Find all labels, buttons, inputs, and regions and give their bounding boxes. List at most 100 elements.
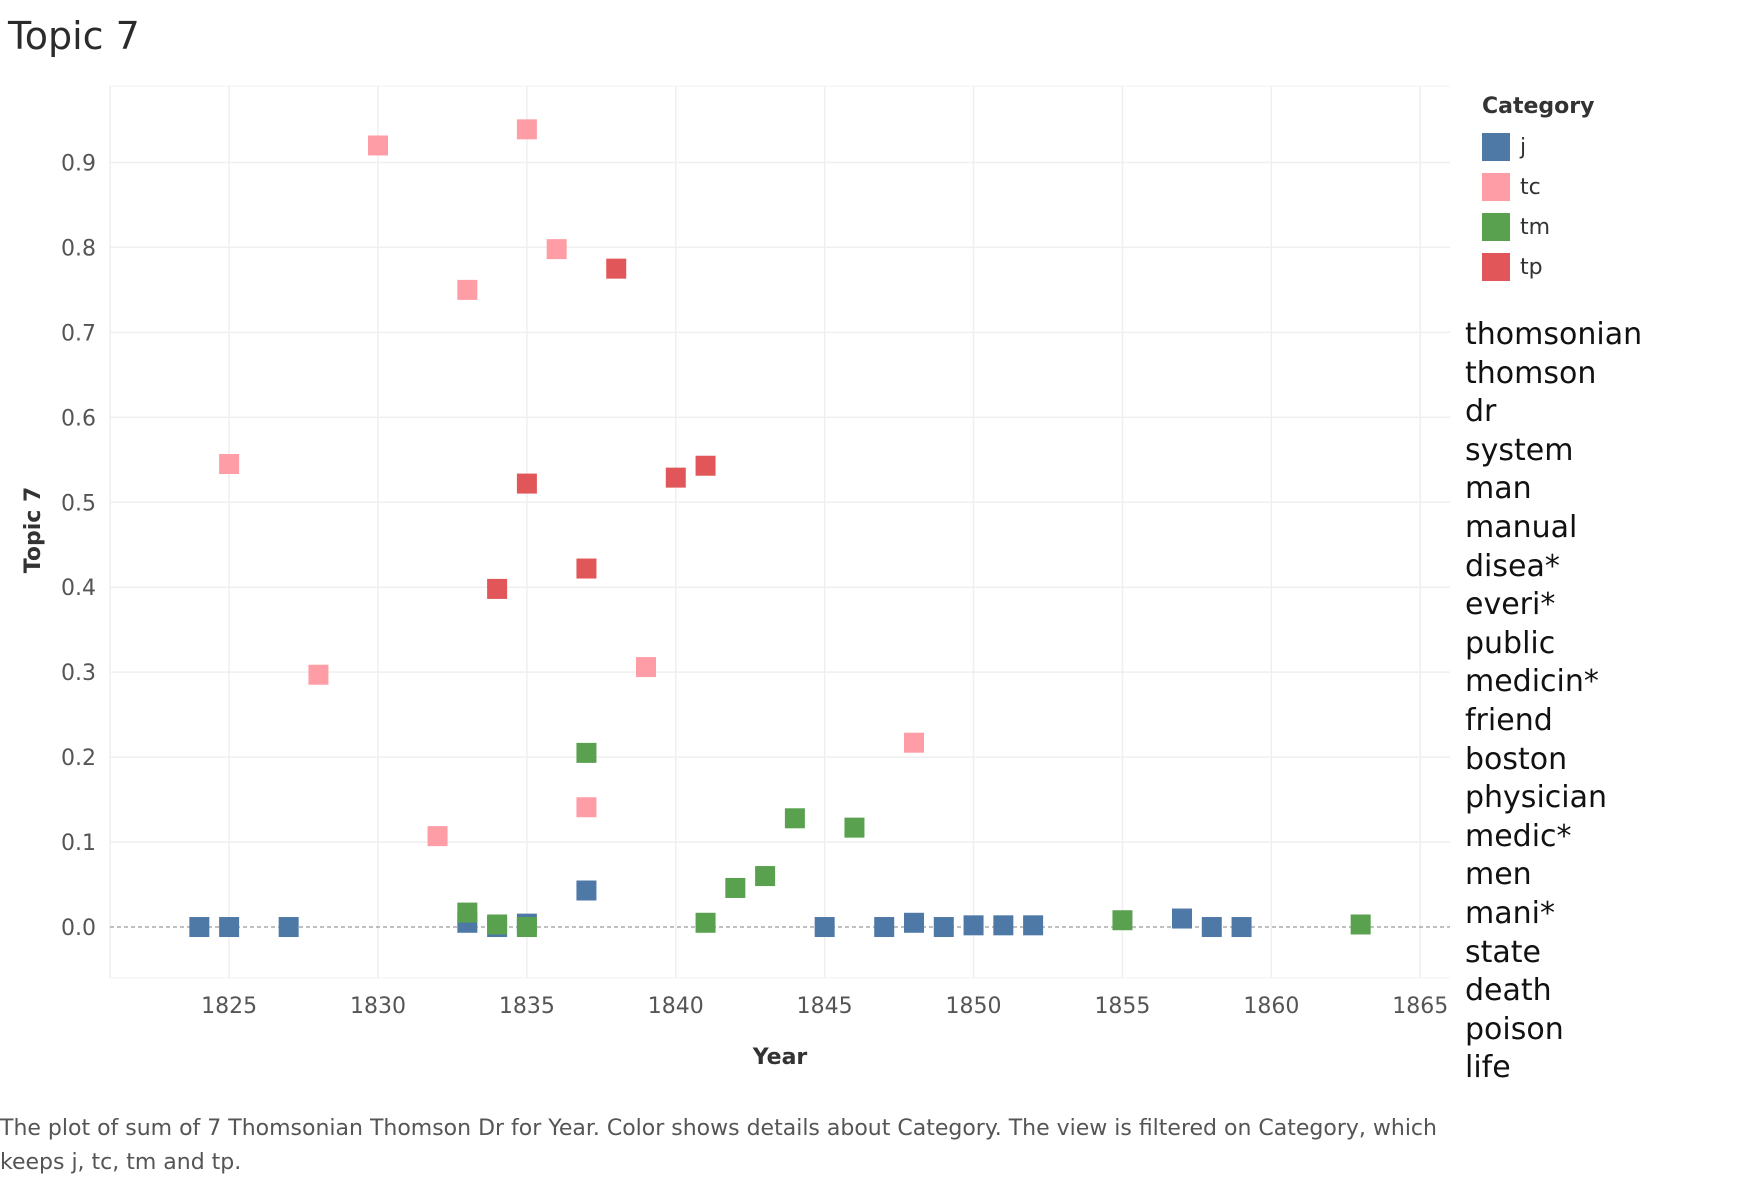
data-point-tm[interactable] [695, 912, 716, 933]
legend-label: tc [1520, 174, 1541, 200]
data-point-j[interactable] [1201, 917, 1222, 938]
topic-word: man [1465, 471, 1532, 507]
topic-word: system [1465, 432, 1574, 468]
data-point-tm[interactable] [1350, 914, 1371, 935]
data-point-tm[interactable] [516, 917, 537, 938]
data-point-j[interactable] [1023, 915, 1044, 936]
legend-swatch [1482, 213, 1510, 241]
legend-swatch [1482, 253, 1510, 281]
y-tick-label: 0.3 [61, 661, 96, 686]
grid-lines [109, 85, 1450, 979]
x-tick-label: 1865 [1392, 994, 1448, 1019]
data-point-j[interactable] [963, 915, 984, 936]
data-point-j[interactable] [904, 912, 924, 933]
topic-word: boston [1465, 741, 1568, 777]
legend-items: j tc tm tp [1482, 127, 1594, 287]
data-point-j[interactable] [219, 917, 240, 938]
y-tick-label: 0.0 [61, 916, 96, 941]
data-point-tm[interactable] [1112, 910, 1133, 931]
data-point-j[interactable] [1231, 917, 1252, 938]
x-tick-label: 1845 [797, 994, 853, 1019]
data-point-tc[interactable] [576, 797, 597, 818]
x-tick-label: 1855 [1094, 994, 1150, 1019]
data-point-tp[interactable] [576, 558, 597, 579]
data-point-tp[interactable] [665, 467, 686, 488]
legend-title: Category [1482, 94, 1595, 119]
data-point-tp[interactable] [606, 258, 627, 279]
legend-item-tm[interactable]: tm [1482, 207, 1594, 247]
topic-word: medic* [1465, 818, 1572, 854]
topic-word: thomsonian [1465, 317, 1643, 352]
data-point-j[interactable] [278, 917, 299, 938]
topic-word: state [1465, 934, 1541, 970]
data-point-j[interactable] [993, 915, 1014, 936]
legend-label: j [1520, 134, 1527, 160]
y-tick-label: 0.1 [61, 831, 96, 856]
x-tick-label: 1835 [499, 994, 555, 1019]
data-point-tm[interactable] [844, 817, 865, 838]
data-point-tp[interactable] [487, 578, 508, 599]
y-tick-label: 0.2 [61, 746, 96, 771]
axes: 1825 1830 1835 1840 1845 1850 1855 1860 1865 0.0 0… [61, 151, 1448, 1019]
topic-word: mani* [1465, 895, 1555, 931]
topic-word: physician [1465, 780, 1608, 816]
data-point-tm[interactable] [725, 877, 746, 898]
data-point-tp[interactable] [516, 473, 537, 494]
x-tick-label: 1840 [648, 994, 704, 1019]
x-tick-label: 1825 [201, 994, 257, 1019]
data-point-tc[interactable] [457, 279, 478, 300]
topic-word: friend [1465, 702, 1553, 738]
data-point-tm[interactable] [576, 742, 597, 763]
x-tick-label: 1830 [350, 994, 406, 1019]
data-point-j[interactable] [874, 917, 895, 938]
data-point-tc[interactable] [308, 664, 329, 685]
chart-title: Topic 7 [8, 14, 140, 58]
data-point-tc[interactable] [219, 454, 240, 475]
topic-word: dr [1465, 394, 1497, 430]
data-point-j[interactable] [189, 917, 210, 938]
data-point-j[interactable] [933, 917, 954, 938]
data-point-tm[interactable] [457, 902, 478, 923]
data-point-tc[interactable] [368, 135, 388, 156]
topic-word: everi* [1465, 587, 1556, 623]
data-point-tc[interactable] [427, 826, 448, 847]
topic-word: manual [1465, 509, 1578, 545]
legend-item-tp[interactable]: tp [1482, 247, 1594, 287]
data-point-tc[interactable] [636, 657, 656, 678]
x-tick-label: 1850 [946, 994, 1002, 1019]
y-axis-title: Topic 7 [21, 487, 46, 574]
chart-caption: The plot of sum of 7 Thomsonian Thomson … [0, 1116, 1437, 1175]
y-tick-label: 0.8 [61, 236, 96, 261]
data-point-j[interactable] [1172, 908, 1192, 929]
data-point-tc[interactable] [516, 119, 537, 140]
topic-word: life [1465, 1050, 1511, 1086]
y-tick-label: 0.7 [61, 321, 96, 346]
x-axis-title: Year [752, 1045, 808, 1070]
data-point-tc[interactable] [546, 239, 567, 260]
data-point-j[interactable] [814, 917, 835, 938]
legend-swatch [1482, 133, 1510, 161]
y-tick-label: 0.5 [61, 491, 96, 516]
data-point-tm[interactable] [784, 808, 805, 829]
y-tick-label: 0.6 [61, 406, 96, 431]
topic-word: disea* [1465, 548, 1560, 584]
topic-word: public [1465, 625, 1556, 661]
topic-word: poison [1465, 1011, 1564, 1047]
topic-word-list: thomsonian thomson dr system man manual disea*… [1465, 316, 1642, 1088]
y-tick-label: 0.4 [61, 576, 96, 601]
topic-word: medicin* [1465, 664, 1599, 700]
y-tick-label: 0.9 [61, 151, 96, 176]
legend-label: tp [1520, 254, 1543, 280]
data-point-tm[interactable] [487, 914, 508, 935]
legend-swatch [1482, 173, 1510, 201]
topic-word: men [1465, 857, 1532, 893]
legend-item-j[interactable]: j [1482, 127, 1594, 167]
data-point-j[interactable] [576, 880, 597, 901]
x-tick-label: 1860 [1243, 994, 1299, 1019]
data-point-tc[interactable] [904, 732, 924, 753]
legend-item-tc[interactable]: tc [1482, 167, 1594, 207]
data-point-tp[interactable] [695, 455, 716, 476]
data-point-tm[interactable] [755, 866, 776, 887]
topic-word: thomson [1465, 355, 1597, 391]
